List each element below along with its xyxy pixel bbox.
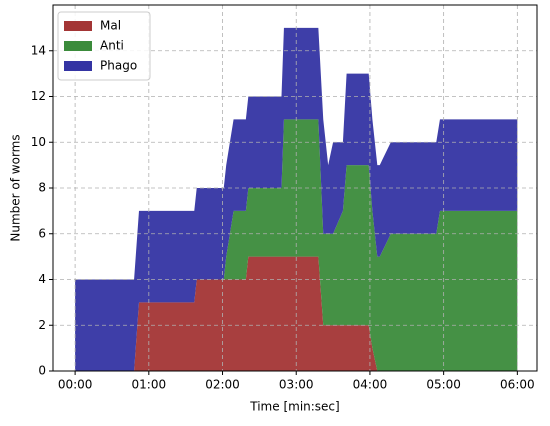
legend-swatch	[64, 41, 92, 51]
area	[75, 27, 518, 371]
legend-label: Phago	[100, 59, 137, 73]
plot-frame	[52, 4, 538, 372]
legend: Mal Anti Phago	[57, 11, 151, 81]
x-tick-label: 02:00	[205, 378, 240, 392]
legend-swatch	[64, 61, 92, 71]
legend-label: Anti	[100, 39, 124, 53]
x-tick-label: 03:00	[279, 378, 314, 392]
legend-swatch	[64, 21, 92, 31]
y-tick-label: 0	[38, 364, 46, 378]
y-tick-label: 2	[38, 318, 46, 332]
y-tick-label: 6	[38, 226, 46, 240]
y-axis-label: Number of worms	[9, 134, 23, 241]
x-tick-label: 00:00	[58, 378, 93, 392]
x-axis-label: Time [min:sec]	[249, 400, 339, 414]
y-tick-label: 10	[31, 135, 46, 149]
x-tick-label: 04:00	[353, 378, 388, 392]
y-tick-label: 8	[38, 181, 46, 195]
y-tick-label: 14	[31, 43, 46, 57]
x-tick-label: 05:00	[426, 378, 461, 392]
x-tick-label: 01:00	[132, 378, 167, 392]
y-tick-label: 12	[31, 89, 46, 103]
y-tick-label: 4	[38, 272, 46, 286]
x-tick-label: 06:00	[500, 378, 535, 392]
legend-label: Mal	[100, 19, 121, 33]
